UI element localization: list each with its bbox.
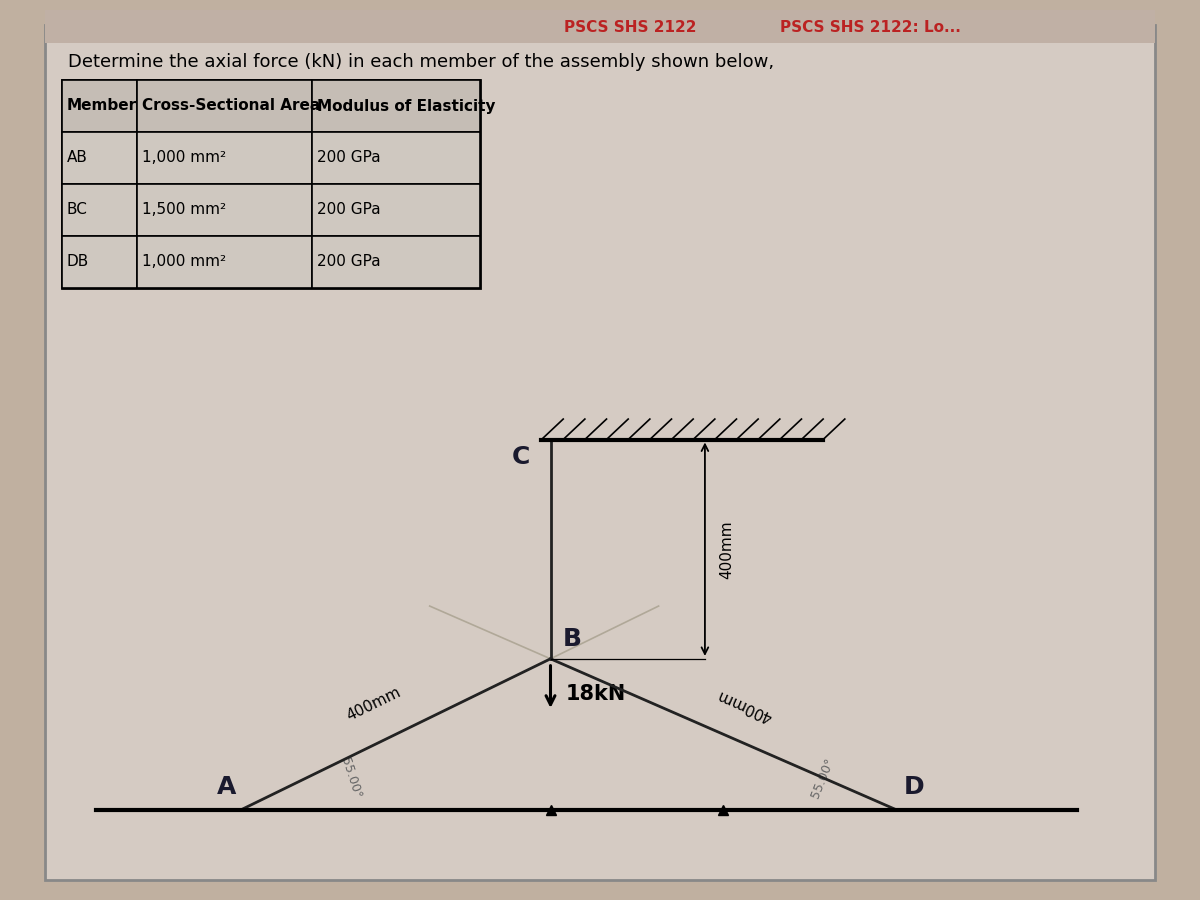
Text: DB: DB — [67, 255, 89, 269]
FancyBboxPatch shape — [62, 184, 137, 236]
Text: AB: AB — [67, 150, 88, 166]
Text: Member: Member — [67, 98, 137, 113]
Text: 200 GPa: 200 GPa — [317, 255, 380, 269]
Text: A: A — [217, 776, 236, 799]
FancyBboxPatch shape — [137, 80, 312, 132]
Text: 1,000 mm²: 1,000 mm² — [142, 150, 226, 166]
Text: 55.00°: 55.00° — [338, 756, 364, 800]
Text: 55.00°: 55.00° — [809, 756, 836, 800]
Text: Modulus of Elasticity: Modulus of Elasticity — [317, 98, 496, 113]
FancyBboxPatch shape — [312, 132, 480, 184]
FancyBboxPatch shape — [312, 236, 480, 288]
FancyBboxPatch shape — [62, 80, 137, 132]
Text: 400mm: 400mm — [344, 685, 403, 724]
Text: C: C — [512, 445, 530, 469]
Text: Determine the axial force (kN) in each member of the assembly shown below,: Determine the axial force (kN) in each m… — [68, 53, 774, 71]
Text: PSCS SHS 2122: PSCS SHS 2122 — [564, 20, 696, 34]
Text: Cross-Sectional Area: Cross-Sectional Area — [142, 98, 320, 113]
FancyBboxPatch shape — [137, 236, 312, 288]
Text: D: D — [904, 776, 924, 799]
FancyBboxPatch shape — [62, 80, 480, 288]
Text: B: B — [563, 626, 582, 651]
Text: PSCS SHS 2122: Lo...: PSCS SHS 2122: Lo... — [780, 20, 960, 34]
Text: 18kN: 18kN — [565, 684, 625, 704]
FancyBboxPatch shape — [46, 25, 1154, 880]
Text: 400mm: 400mm — [715, 687, 775, 725]
FancyBboxPatch shape — [137, 184, 312, 236]
FancyBboxPatch shape — [62, 132, 137, 184]
Text: 200 GPa: 200 GPa — [317, 202, 380, 218]
FancyBboxPatch shape — [312, 184, 480, 236]
FancyBboxPatch shape — [312, 80, 480, 132]
FancyBboxPatch shape — [137, 132, 312, 184]
Text: 400mm: 400mm — [719, 520, 734, 579]
FancyBboxPatch shape — [46, 10, 1154, 43]
Text: 200 GPa: 200 GPa — [317, 150, 380, 166]
Text: BC: BC — [67, 202, 88, 218]
Text: 1,500 mm²: 1,500 mm² — [142, 202, 226, 218]
Text: 1,000 mm²: 1,000 mm² — [142, 255, 226, 269]
FancyBboxPatch shape — [62, 236, 137, 288]
